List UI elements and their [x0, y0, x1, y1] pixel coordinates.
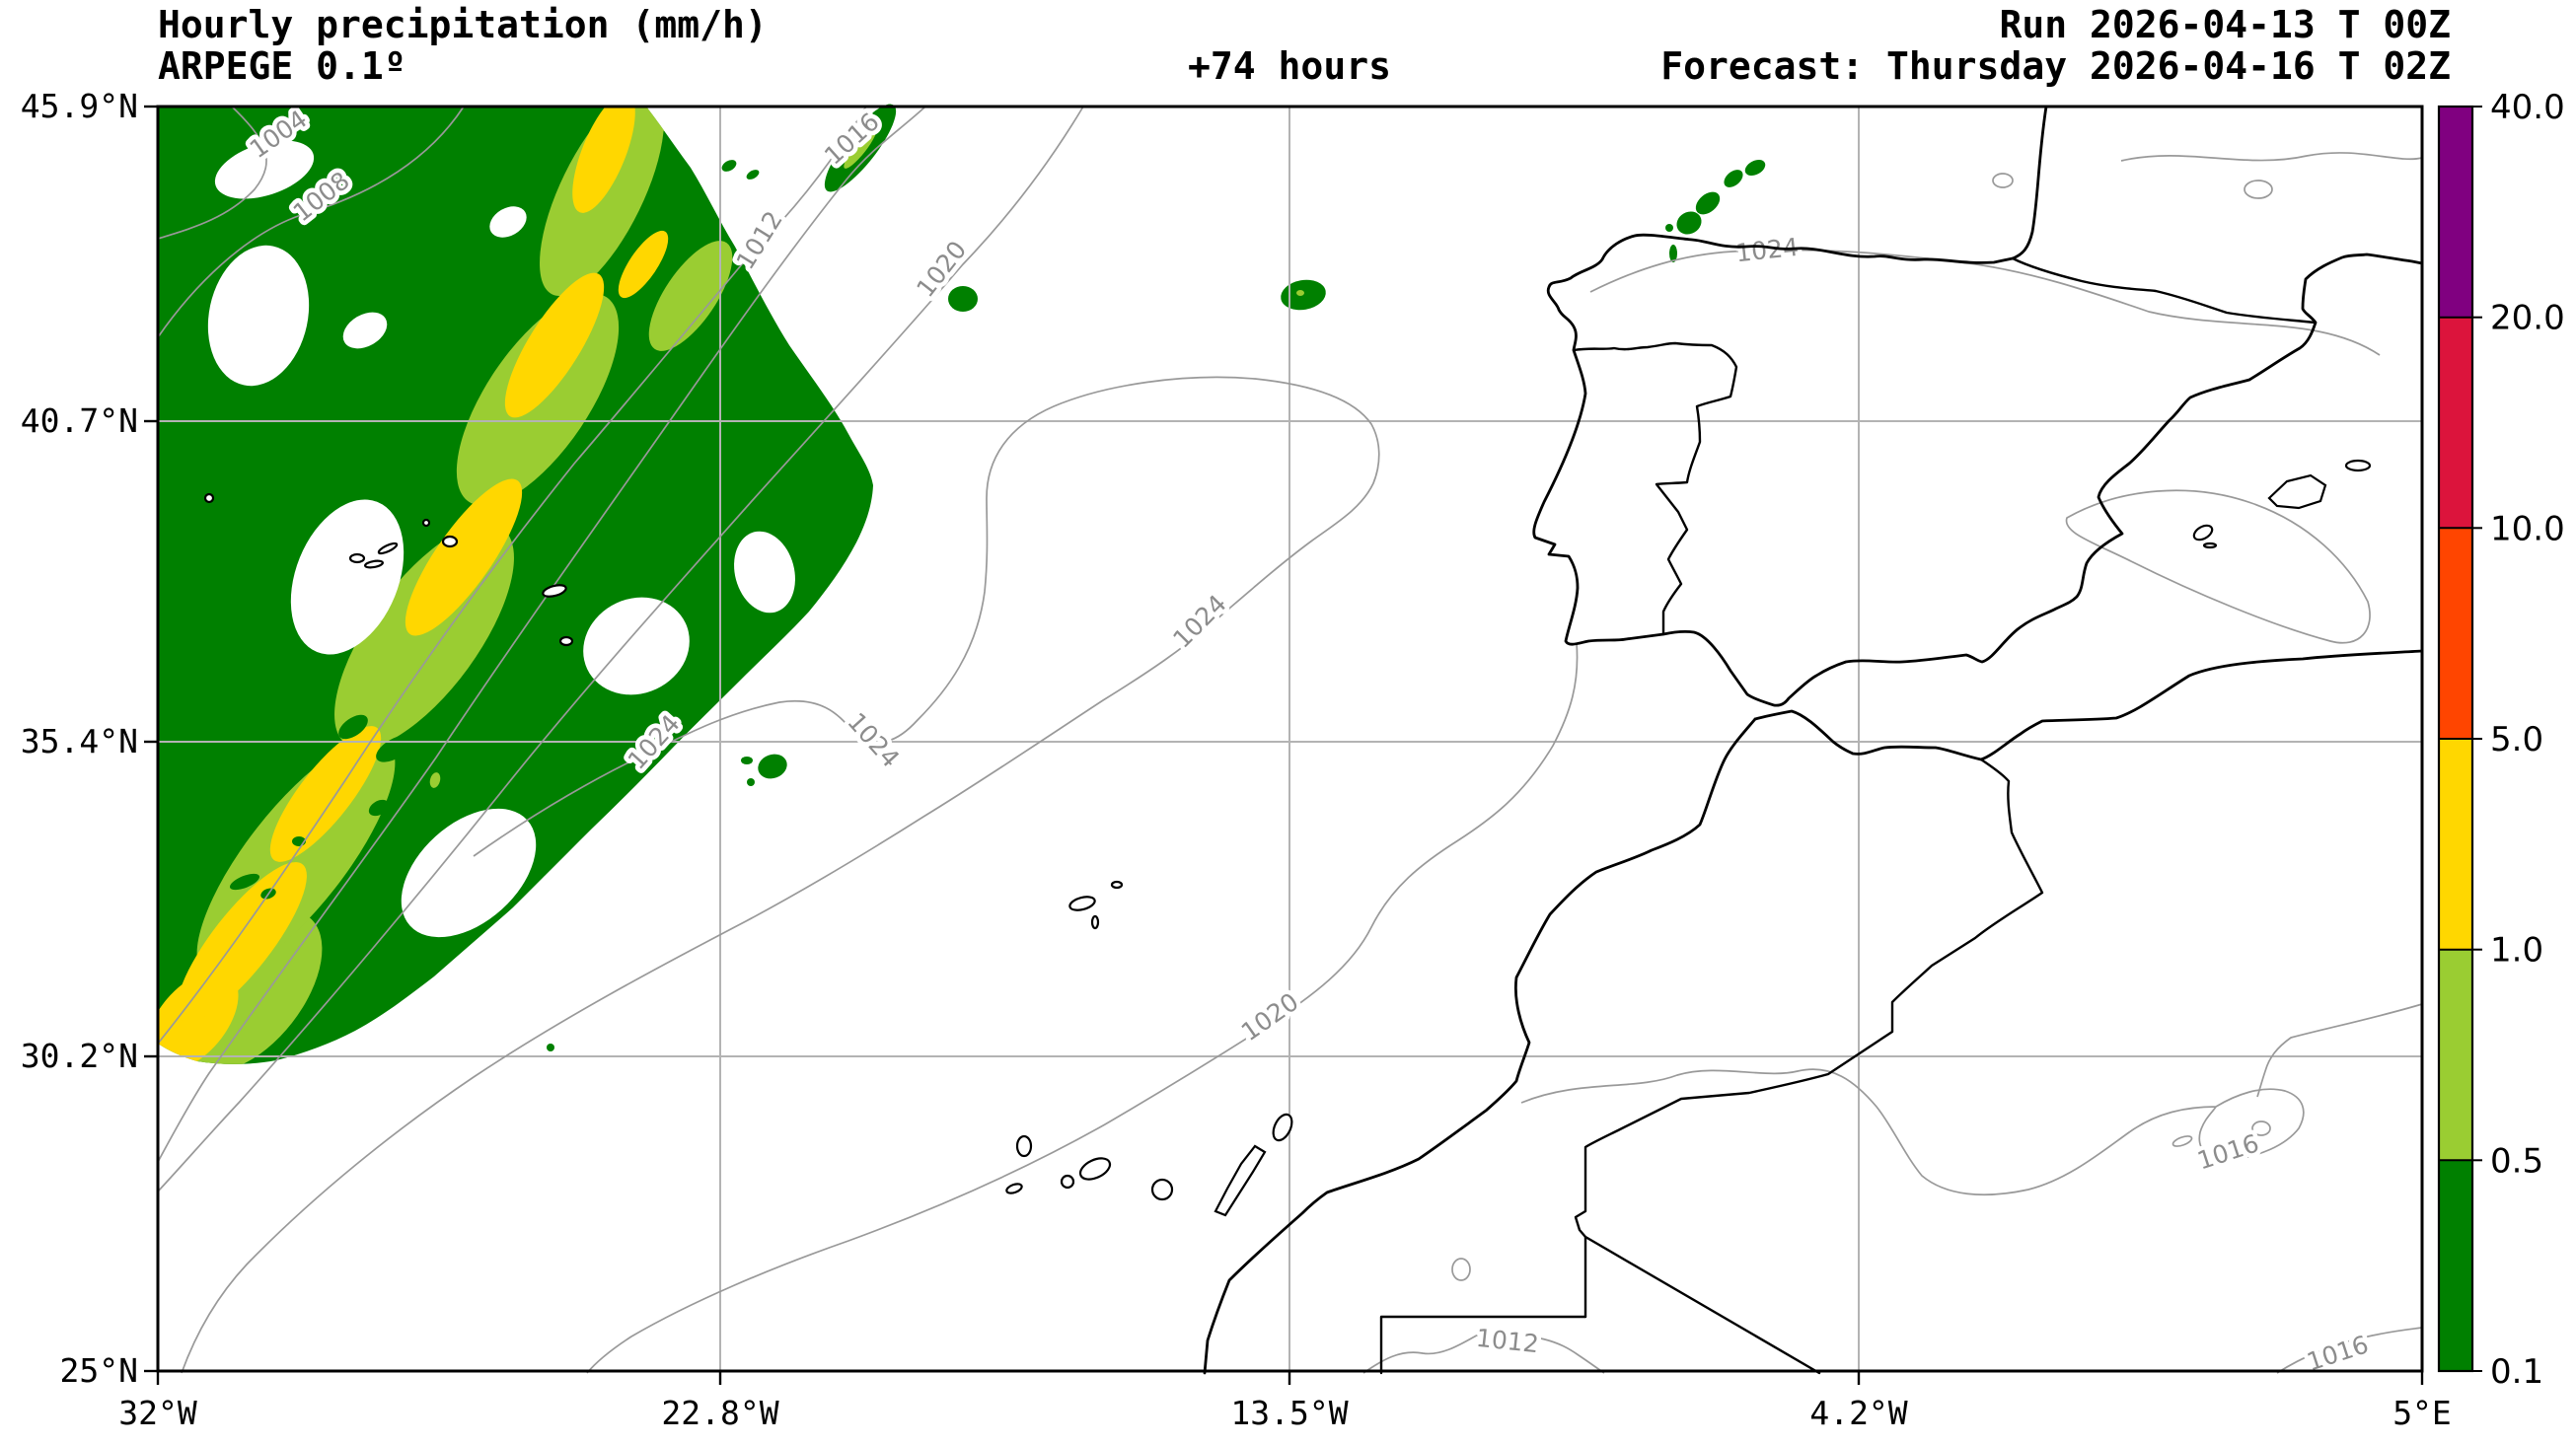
- model-label: ARPEGE 0.1º: [158, 44, 406, 88]
- lat-tick-label: 45.9°N: [21, 87, 138, 125]
- colorbar-segment-0.5-1: [2439, 949, 2472, 1161]
- lon-tick-label: 4.2°W: [1809, 1394, 1907, 1432]
- forecast-label: Forecast: Thursday 2026-04-16 T 02Z: [1660, 44, 2451, 88]
- isobar-label: 1012: [731, 206, 788, 274]
- isobar-label: 1024: [842, 707, 905, 773]
- plot-frame: [144, 105, 2424, 1385]
- isobar-label: 1012: [1475, 1324, 1540, 1358]
- colorbar-segment-1-5: [2439, 739, 2472, 950]
- colorbar-segment-10-20: [2439, 317, 2472, 529]
- isobar-lines: [157, 106, 2423, 1374]
- colorbar-tick-label: 0.5: [2490, 1141, 2543, 1181]
- lat-tick-label: 25°N: [60, 1351, 138, 1390]
- colorbar-tick-label: 1.0: [2490, 931, 2543, 971]
- lat-tick-label: 30.2°N: [21, 1037, 138, 1075]
- precipitation-cells: [229, 104, 1766, 1051]
- longitude-axis: 32°W 22.8°W 13.5°W 4.2°W 5°E: [118, 1394, 2452, 1432]
- isobar-label: 1020: [1236, 987, 1304, 1047]
- lon-tick-label: 32°W: [118, 1394, 197, 1432]
- isobar-label: 1024: [1167, 589, 1231, 653]
- coastlines: [1203, 105, 2424, 1375]
- precipitation-band: [158, 107, 873, 1064]
- lon-tick-label: 5°E: [2392, 1394, 2452, 1432]
- run-label: Run 2026-04-13 T 00Z: [1999, 3, 2451, 46]
- isobar-label: 1016: [2304, 1330, 2372, 1376]
- lon-tick-label: 22.8°W: [661, 1394, 778, 1432]
- colorbar-tick-label: 10.0: [2490, 509, 2565, 548]
- colorbar-segment-0.1-0.5: [2439, 1160, 2472, 1371]
- latitude-axis: 45.9°N 40.7°N 35.4°N 30.2°N 25°N: [21, 87, 138, 1390]
- colorbar-tick-label: 0.1: [2490, 1352, 2543, 1392]
- colorbar: 40.0 20.0 10.0 5.0 1.0 0.5 0.1: [2437, 88, 2565, 1392]
- colorbar-tick-label: 20.0: [2490, 299, 2565, 338]
- islands: [203, 459, 2372, 1217]
- country-borders: [1379, 256, 2318, 1375]
- lat-tick-label: 40.7°N: [21, 401, 138, 440]
- colorbar-segment-20-40: [2439, 107, 2472, 318]
- plot-title: Hourly precipitation (mm/h): [158, 3, 768, 46]
- lon-tick-label: 13.5°W: [1230, 1394, 1348, 1432]
- colorbar-segment-5-10: [2439, 528, 2472, 739]
- lat-tick-label: 35.4°N: [21, 722, 138, 760]
- lead-time-label: +74 hours: [1188, 44, 1391, 88]
- colorbar-tick-label: 5.0: [2490, 720, 2543, 759]
- colorbar-tick-label: 40.0: [2490, 88, 2565, 127]
- isobar-label: 1016: [2194, 1128, 2262, 1175]
- graticule: [158, 107, 2422, 1371]
- header: Hourly precipitation (mm/h) ARPEGE 0.1º …: [158, 3, 2451, 88]
